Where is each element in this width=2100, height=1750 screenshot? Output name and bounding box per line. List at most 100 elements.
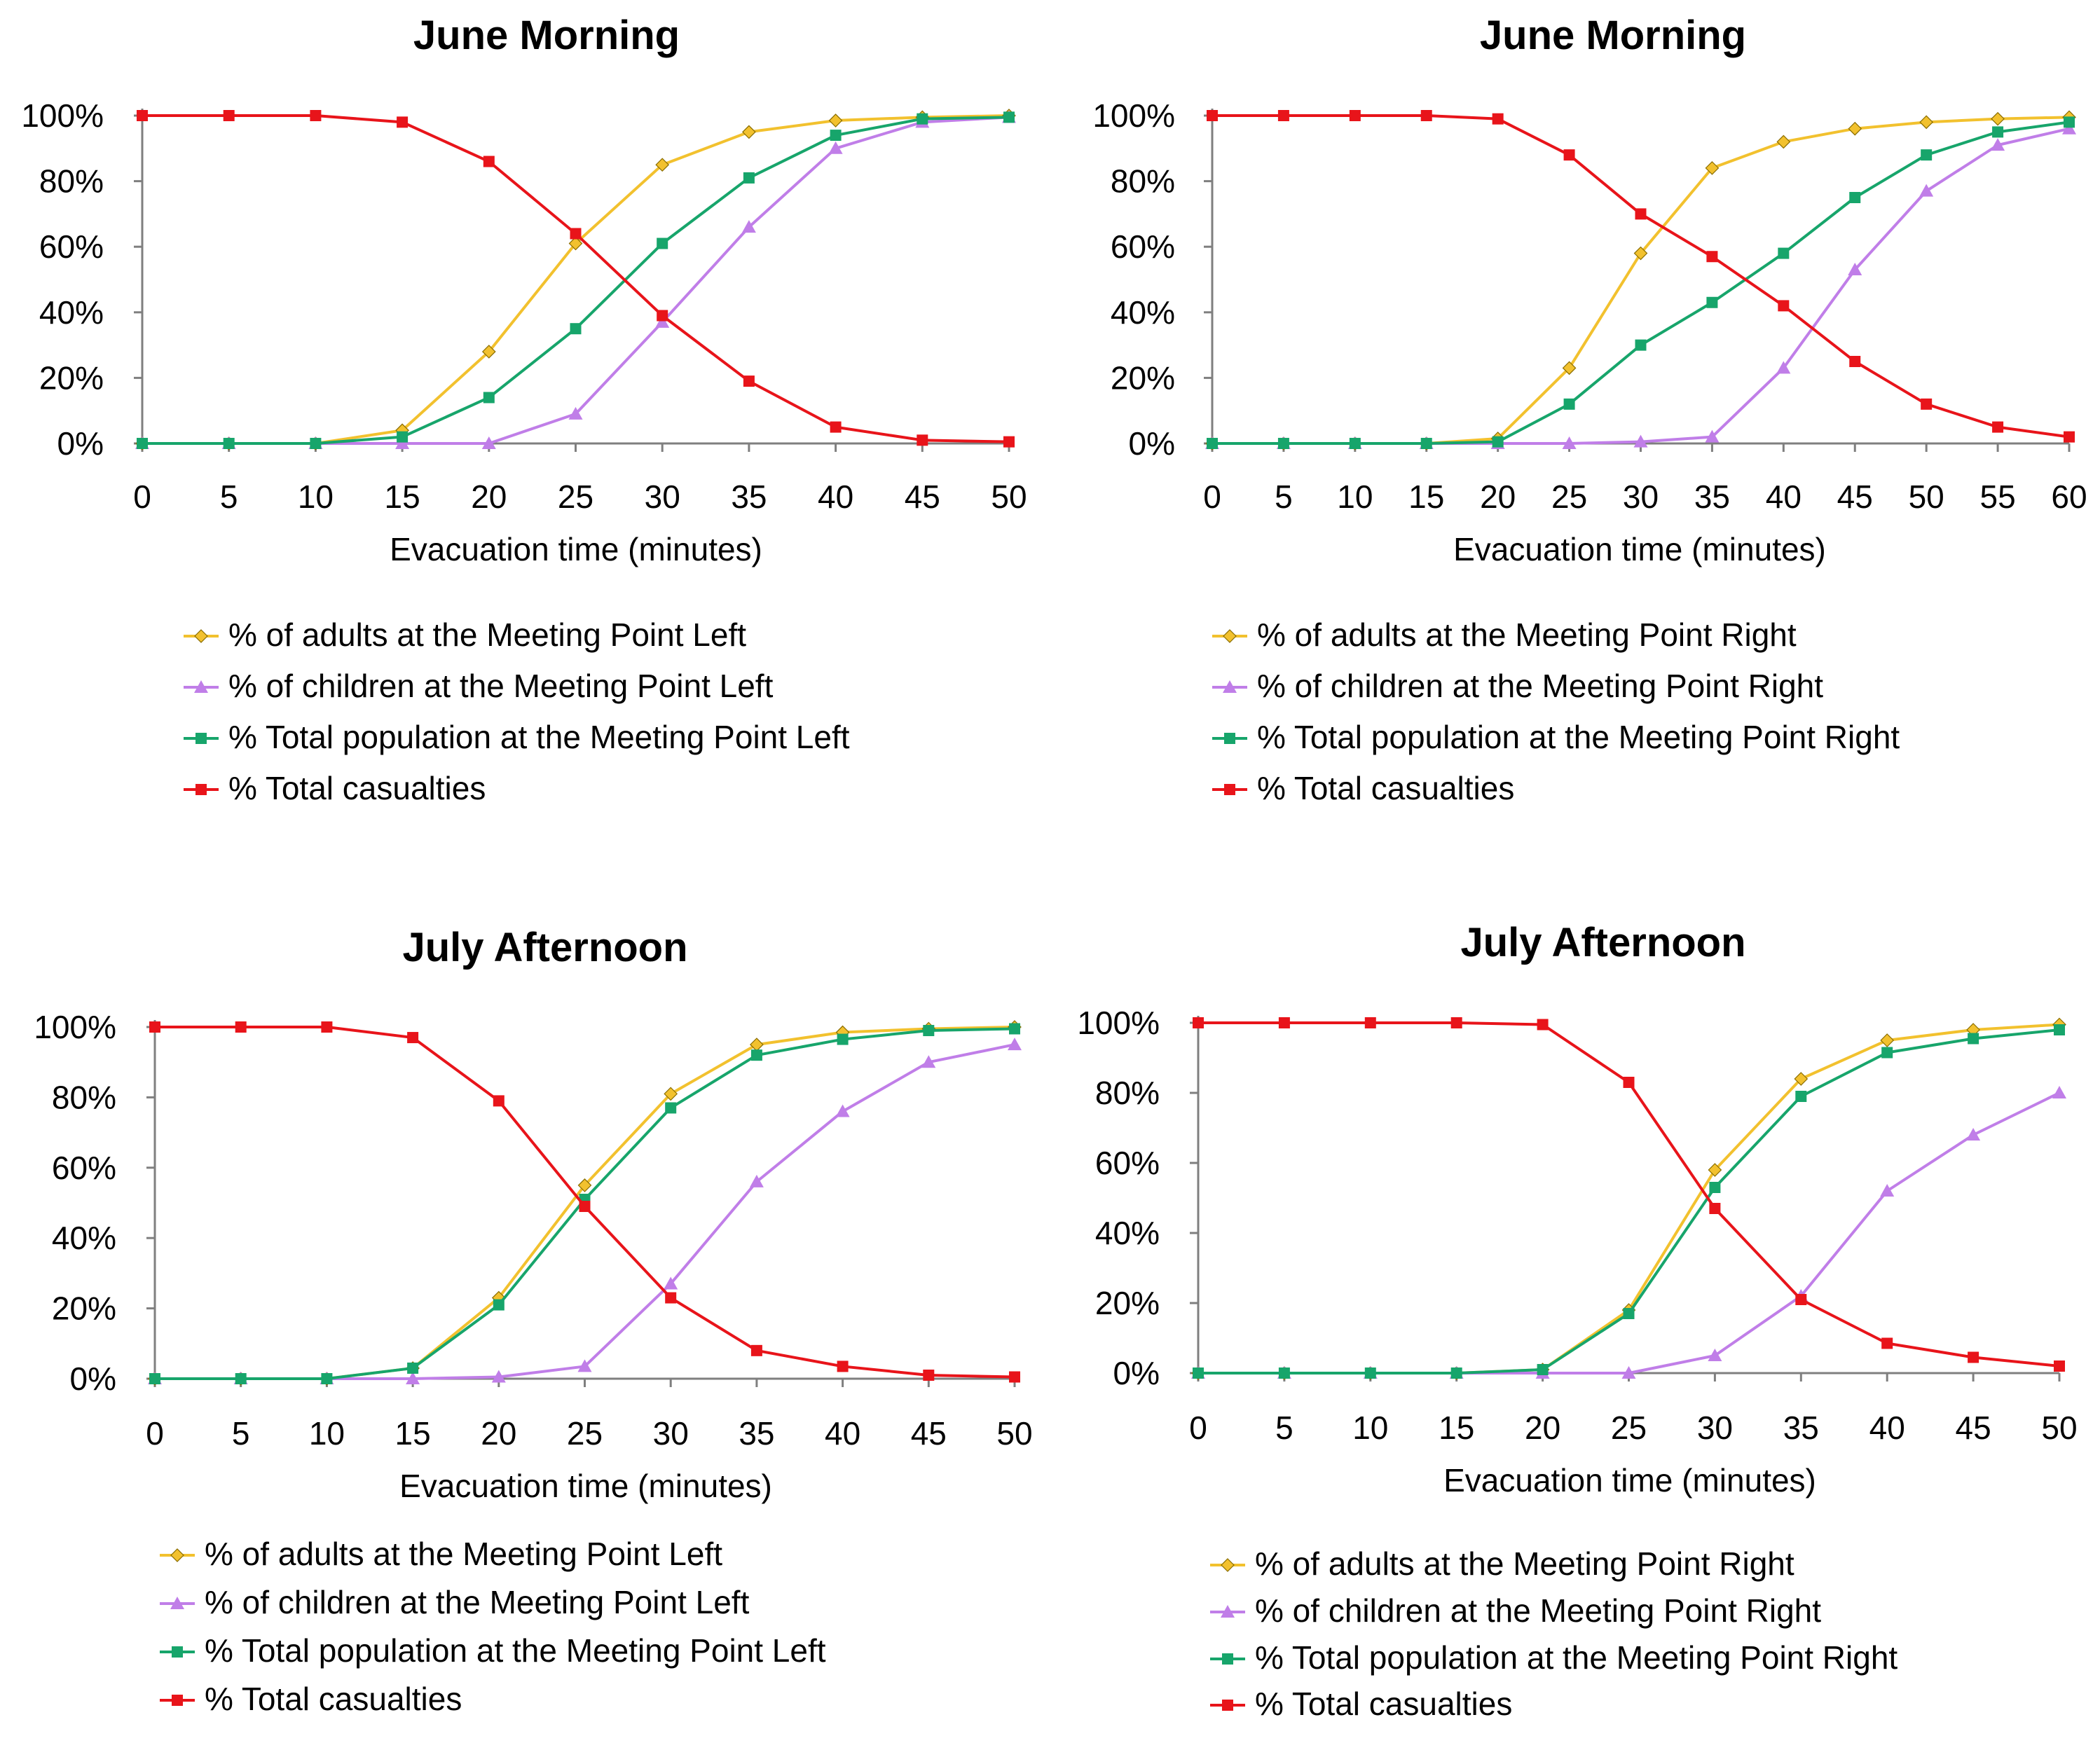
data-point: [1623, 1308, 1635, 1319]
data-point: [223, 438, 235, 449]
x-tick-label: 5: [1275, 478, 1293, 515]
legend-label: % Total casualties: [1255, 1686, 1512, 1722]
y-tick-label: 20%: [1095, 1285, 1160, 1321]
data-point: [1277, 438, 1289, 449]
data-point: [483, 392, 495, 404]
x-tick-label: 25: [558, 478, 593, 515]
data-point: [835, 1104, 850, 1117]
data-point: [1881, 1337, 1893, 1349]
x-tick-label: 25: [1611, 1410, 1647, 1446]
legend-entry: % of adults at the Meeting Point Right: [1212, 616, 1797, 653]
legend-label: % of children at the Meeting Point Left: [205, 1584, 750, 1620]
data-point: [1708, 1349, 1722, 1361]
data-point: [1705, 161, 1720, 175]
legend-marker: [170, 1597, 184, 1609]
data-point: [1706, 251, 1718, 263]
data-point: [1635, 339, 1647, 351]
y-tick-label: 100%: [1077, 1005, 1160, 1041]
legend-marker: [170, 1548, 184, 1562]
data-point: [1563, 398, 1575, 410]
series-3: [137, 111, 1015, 449]
x-tick-label: 30: [645, 478, 680, 515]
data-point: [1193, 1017, 1204, 1028]
x-tick-label: 40: [818, 478, 853, 515]
series-4: [1207, 110, 2075, 443]
data-point: [1919, 115, 1934, 130]
data-point: [223, 110, 235, 121]
data-point: [568, 236, 583, 251]
data-point: [407, 1362, 419, 1374]
data-point: [1349, 438, 1361, 449]
data-point: [1992, 421, 2004, 433]
data-point: [481, 436, 496, 449]
x-tick-label: 20: [471, 478, 507, 515]
x-tick-label: 10: [1337, 478, 1373, 515]
data-point: [395, 436, 410, 449]
data-point: [1795, 1091, 1807, 1102]
data-point: [1003, 436, 1015, 448]
chart-title: July Afternoon: [402, 925, 687, 970]
data-point: [1364, 1367, 1376, 1379]
x-tick-label: 10: [309, 1415, 345, 1452]
data-point: [1450, 1367, 1462, 1379]
data-point: [1708, 1163, 1722, 1177]
legend-marker: [1222, 1700, 1233, 1711]
x-tick-label: 0: [1203, 478, 1221, 515]
y-tick-label: 0%: [57, 425, 104, 462]
series-3: [1207, 116, 2075, 449]
legend-entry: % Total casualties: [184, 770, 486, 806]
x-tick-label: 35: [1783, 1410, 1819, 1446]
data-point: [137, 438, 148, 449]
data-point: [917, 113, 928, 125]
y-tick-label: 80%: [1111, 163, 1175, 200]
data-point: [310, 438, 322, 449]
data-point: [2054, 1024, 2065, 1035]
data-point: [577, 1178, 592, 1192]
y-tick-label: 100%: [34, 1009, 116, 1045]
x-tick-label: 40: [825, 1415, 860, 1452]
x-tick-label: 45: [911, 1415, 947, 1452]
chart-panel-3: July Afternoon 0% 20% 40% 60% 80% 100% 0 5 10 15 20…: [34, 925, 1032, 1717]
y-tick-label: 0%: [1129, 425, 1175, 462]
legend-entry: % Total casualties: [1212, 770, 1514, 806]
data-point: [657, 237, 668, 249]
x-tick-label: 15: [1439, 1410, 1474, 1446]
data-point: [837, 1360, 849, 1372]
data-point: [830, 130, 842, 142]
legend-marker: [172, 1695, 183, 1706]
data-point: [750, 1049, 762, 1061]
legend-label: % of adults at the Meeting Point Left: [205, 1536, 722, 1572]
data-point: [837, 1033, 849, 1045]
x-tick-label: 40: [1766, 478, 1802, 515]
data-point: [579, 1201, 591, 1213]
data-point: [2052, 1086, 2066, 1098]
legend-marker: [1224, 784, 1235, 795]
legend-label: % of children at the Meeting Point Right: [1255, 1592, 1821, 1629]
data-point: [921, 1055, 936, 1068]
legend-entry: % Total population at the Meeting Point …: [160, 1632, 826, 1669]
data-point: [1849, 192, 1861, 203]
y-tick-label: 0%: [70, 1360, 116, 1397]
x-tick-label: 30: [653, 1415, 689, 1452]
legend-entry: % of adults at the Meeting Point Left: [160, 1536, 722, 1572]
x-tick-label: 30: [1623, 478, 1659, 515]
data-point: [570, 228, 582, 240]
x-tick-label: 60: [2051, 478, 2087, 515]
data-point: [493, 1095, 505, 1107]
data-point: [1919, 184, 1934, 197]
data-point: [481, 345, 496, 359]
data-point: [570, 323, 582, 335]
data-point: [149, 1021, 160, 1033]
data-point: [1349, 110, 1361, 121]
data-point: [1009, 1023, 1020, 1035]
legend-label: % Total population at the Meeting Point …: [1255, 1639, 1897, 1676]
legend-marker: [172, 1646, 183, 1658]
legend-entry: % of children at the Meeting Point Right: [1210, 1592, 1821, 1629]
data-point: [1420, 110, 1432, 121]
x-tick-label: 15: [1408, 478, 1444, 515]
data-point: [1562, 436, 1577, 449]
x-tick-label: 50: [2041, 1410, 2077, 1446]
x-tick-label: 5: [220, 478, 238, 515]
legend-label: % of children at the Meeting Point Right: [1257, 668, 1823, 704]
data-point: [665, 1102, 677, 1114]
